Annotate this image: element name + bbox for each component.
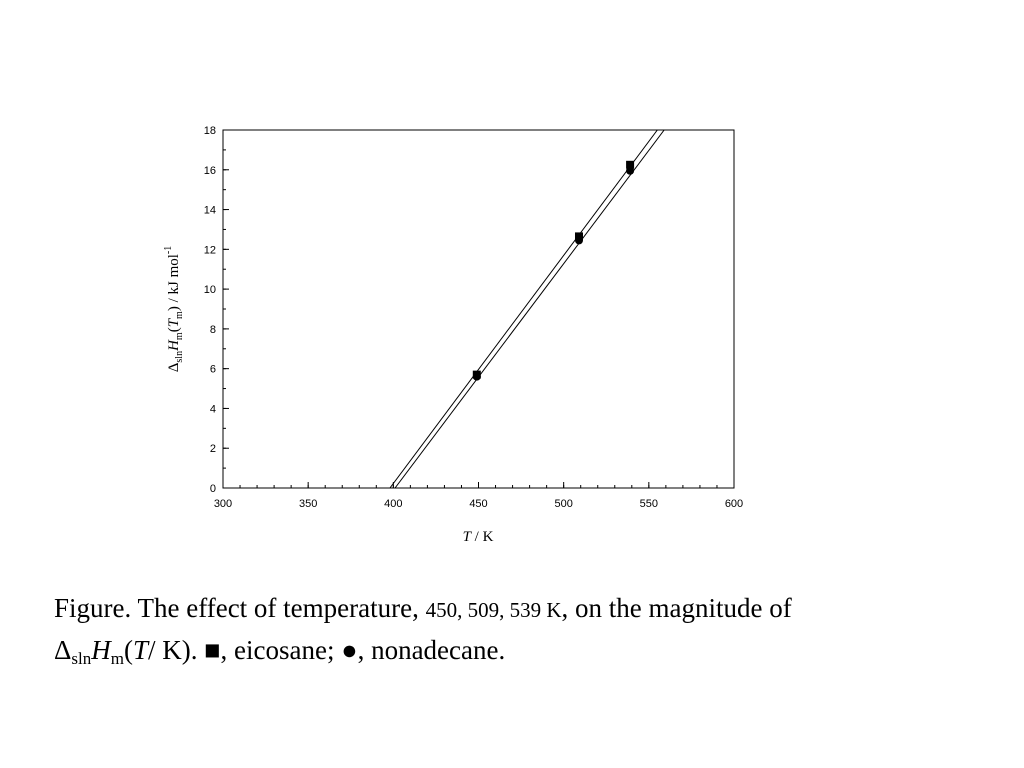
- y-tick-label: 4: [210, 403, 216, 415]
- y-tick-label: 18: [204, 125, 216, 137]
- y-tick-label: 0: [210, 483, 216, 495]
- eicosane-fit-line: [389, 130, 658, 488]
- x-tick-labels: 300 350 400 450 500 550 600: [214, 498, 743, 510]
- fit-lines: [389, 130, 665, 488]
- caption-part3: / K).: [147, 635, 205, 665]
- caption-part1: Figure. The effect of temperature,: [54, 593, 426, 623]
- plot-frame: [222, 129, 735, 489]
- y-tick-label: 14: [204, 205, 216, 217]
- minor-ticks: [222, 129, 735, 489]
- caption-delta: Δ: [54, 635, 72, 665]
- x-axis-title: T / K: [463, 529, 494, 545]
- major-ticks: [222, 129, 735, 489]
- x-tick-label: 600: [725, 498, 743, 510]
- y-tick-label: 16: [204, 165, 216, 177]
- y-tick-label: 2: [210, 443, 216, 455]
- markers: [472, 160, 635, 381]
- caption-part4: , eicosane;: [220, 635, 342, 665]
- x-tick-label: 300: [214, 498, 232, 510]
- y-tick-label: 6: [210, 364, 216, 376]
- y-tick-label: 8: [210, 324, 216, 336]
- y-tick-label: 10: [204, 284, 216, 296]
- caption-var-h: H: [91, 635, 111, 665]
- square-marker-icon: ■: [204, 635, 221, 665]
- caption-sub-m: m: [110, 649, 124, 668]
- x-tick-label: 550: [640, 498, 658, 510]
- y-tick-labels: 0 2 4 6 8 10 12 14 16 18: [204, 125, 216, 495]
- x-tick-label: 350: [299, 498, 317, 510]
- caption-paren-open: (: [123, 635, 133, 665]
- caption-var-t: T: [132, 635, 148, 665]
- caption-part5: , nonadecane.: [357, 635, 506, 665]
- nonadecane-fit-line: [394, 130, 665, 488]
- nonadecane-point: [626, 166, 635, 175]
- caption-part2: , on the magnitude of: [561, 593, 792, 623]
- x-tick-label: 400: [384, 498, 402, 510]
- y-tick-label: 12: [204, 244, 216, 256]
- circle-marker-icon: ●: [341, 635, 358, 665]
- caption-temperatures: 450, 509, 539 K: [425, 598, 562, 622]
- x-tick-label: 450: [469, 498, 487, 510]
- figure-caption: Figure. The effect of temperature, 450, …: [54, 588, 1014, 670]
- nonadecane-point: [472, 372, 481, 381]
- caption-sub-sln: sln: [71, 649, 92, 668]
- x-tick-label: 500: [554, 498, 572, 510]
- y-axis-title: ΔslnHm(Tm) / kJ mol-1: [163, 246, 185, 373]
- nonadecane-point: [574, 236, 583, 245]
- eicosane-point: [626, 160, 635, 169]
- chart: 300 350 400 450 500 550 600 0 2 4 6 8 10 12 14 16 18 T …: [163, 125, 743, 545]
